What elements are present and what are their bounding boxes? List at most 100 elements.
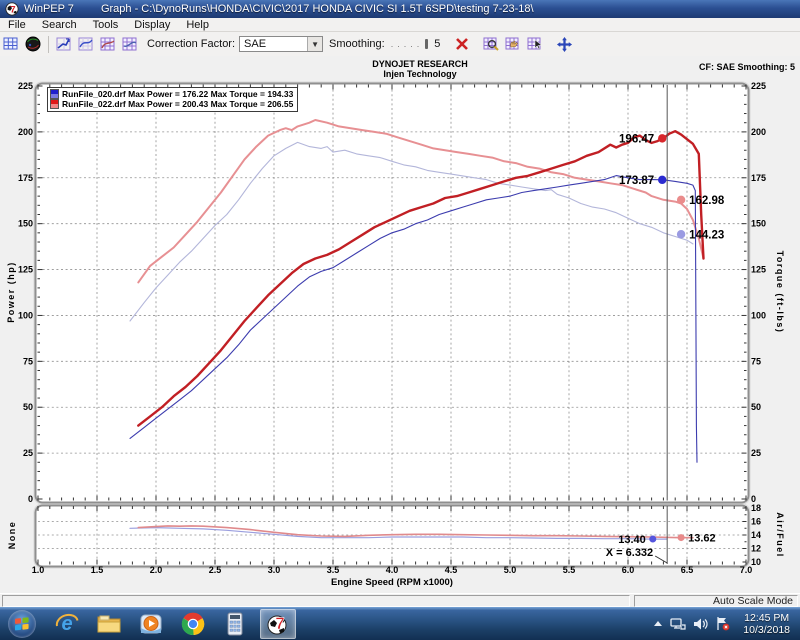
chart-subtitle: Injen Technology — [383, 69, 457, 79]
svg-text:0: 0 — [28, 494, 33, 504]
svg-text:225: 225 — [751, 81, 766, 91]
svg-text:50: 50 — [23, 402, 33, 412]
svg-text:4.5: 4.5 — [445, 565, 458, 575]
svg-text:200: 200 — [751, 127, 766, 137]
svg-text:16: 16 — [751, 517, 761, 527]
legend-text-run020: RunFile_020.drf Max Power = 176.22 Max T… — [62, 89, 294, 99]
internet-explorer-icon[interactable]: e — [50, 610, 84, 638]
zoom-graph-icon[interactable] — [481, 35, 501, 54]
airfuel-axis-label: Air/Fuel — [775, 512, 785, 558]
grid-icon[interactable] — [1, 35, 21, 54]
chart-title: DYNOJET RESEARCH — [372, 59, 468, 69]
svg-text:25: 25 — [23, 448, 33, 458]
network-icon[interactable] — [670, 617, 686, 631]
taskbar-clock[interactable]: 12:45 PM 10/3/2018 — [737, 612, 796, 636]
chart-grid1-icon[interactable] — [98, 35, 118, 54]
menu-help[interactable]: Help — [186, 18, 209, 31]
toolbar: Correction Factor: SAE ▼ Smoothing: ....… — [0, 32, 800, 57]
smoothing-value: 5 — [434, 38, 441, 50]
svg-text:e: e — [61, 613, 72, 635]
chart-legend: RunFile_020.drf Max Power = 176.22 Max T… — [47, 87, 299, 112]
chart-client-area: DYNOJET RESEARCH Injen Technology CF: SA… — [0, 56, 800, 593]
taskbar: e — [0, 607, 800, 640]
svg-text:50: 50 — [751, 402, 761, 412]
correction-factor-dropdown[interactable]: SAE ▼ — [239, 36, 324, 52]
select-graph-icon[interactable] — [525, 35, 545, 54]
chart-trend-icon[interactable] — [54, 35, 74, 54]
chart-grid2-icon[interactable] — [120, 35, 140, 54]
af-series — [129, 525, 694, 540]
speaker-icon[interactable] — [693, 617, 708, 631]
pan-graph-icon[interactable] — [503, 35, 523, 54]
svg-text:18: 18 — [751, 503, 761, 513]
svg-text:3.5: 3.5 — [327, 565, 340, 575]
svg-text:7: 7 — [275, 614, 284, 633]
menu-display[interactable]: Display — [134, 18, 171, 31]
svg-text:14: 14 — [751, 530, 761, 540]
svg-text:144.23: 144.23 — [689, 229, 724, 241]
status-auto-scale-mode: Auto Scale Mode — [634, 595, 798, 607]
tick-marks — [37, 84, 747, 565]
menu-bar: File Search Tools Display Help — [0, 18, 800, 32]
svg-text:3.0: 3.0 — [268, 565, 281, 575]
svg-text:175: 175 — [18, 173, 33, 183]
svg-text:125: 125 — [751, 265, 766, 275]
svg-text:5.5: 5.5 — [563, 565, 576, 575]
main-series — [129, 119, 705, 463]
status-panel-left — [2, 595, 630, 607]
svg-text:75: 75 — [23, 356, 33, 366]
svg-text:2.5: 2.5 — [209, 565, 222, 575]
chrome-icon[interactable] — [176, 610, 210, 638]
menu-search[interactable]: Search — [41, 18, 77, 31]
clock-time: 12:45 PM — [744, 611, 790, 624]
svg-text:1.5: 1.5 — [91, 565, 104, 575]
legend-row-run020: RunFile_020.drf Max Power = 176.22 Max T… — [50, 89, 293, 99]
slider-handle[interactable] — [425, 39, 429, 49]
correction-smoothing-readout: CF: SAE Smoothing: 5 — [699, 62, 795, 72]
svg-text:100: 100 — [18, 310, 33, 320]
svg-text:200: 200 — [18, 127, 33, 137]
legend-swatch-blue — [50, 89, 59, 99]
svg-text:125: 125 — [18, 265, 33, 275]
svg-text:150: 150 — [18, 219, 33, 229]
svg-text:6.5: 6.5 — [681, 565, 694, 575]
move-axes-icon[interactable] — [554, 35, 574, 54]
explorer-folder-icon[interactable] — [92, 610, 126, 638]
toolbar-separator — [48, 35, 49, 53]
app-name: WinPEP 7 — [24, 3, 74, 15]
chevron-down-icon[interactable]: ▼ — [307, 37, 323, 51]
media-player-icon[interactable] — [134, 610, 168, 638]
legend-text-run022: RunFile_022.drf Max Power = 200.43 Max T… — [62, 99, 294, 109]
svg-text:7.0: 7.0 — [740, 565, 753, 575]
svg-text:6.0: 6.0 — [622, 565, 635, 575]
svg-text:75: 75 — [751, 356, 761, 366]
clock-date: 10/3/2018 — [743, 623, 790, 636]
engine-speed-axis-label: Engine Speed (RPM x1000) — [331, 577, 453, 588]
correction-factor-value: SAE — [244, 38, 267, 50]
menu-tools[interactable]: Tools — [92, 18, 119, 31]
svg-text:10: 10 — [751, 557, 761, 567]
winpep-logo-icon: 7 — [5, 2, 19, 16]
lower-frame-halo — [33, 503, 751, 569]
dyno-chart-svg[interactable]: 0 0 25 25 50 50 75 75 100 100 125 125 150 150 175 175 20… — [0, 56, 800, 593]
svg-text:5.0: 5.0 — [504, 565, 517, 575]
menu-file[interactable]: File — [8, 18, 26, 31]
winpep-app-icon[interactable]: 7 — [260, 608, 296, 639]
chart-lines-icon[interactable] — [76, 35, 96, 54]
system-tray: 12:45 PM 10/3/2018 — [653, 607, 796, 640]
start-button[interactable] — [8, 609, 36, 638]
tray-expand-icon[interactable] — [653, 620, 663, 628]
smoothing-slider[interactable]: ..... — [391, 39, 429, 49]
cursor-x-readout: X = 6.332 — [606, 547, 668, 564]
delete-red-x-icon[interactable] — [452, 35, 472, 54]
cursor-value-markers: 196.47 173.87 162.98 144.23 13.40 13.62 — [618, 133, 725, 546]
sphere-icon[interactable] — [23, 35, 43, 54]
svg-text:175: 175 — [751, 173, 766, 183]
calculator-icon[interactable] — [218, 610, 252, 638]
svg-text:4.0: 4.0 — [386, 565, 399, 575]
svg-text:173.87: 173.87 — [619, 175, 654, 187]
correction-factor-label: Correction Factor: — [147, 38, 236, 50]
svg-text:13.40: 13.40 — [618, 534, 646, 546]
action-center-flag-icon[interactable] — [715, 616, 730, 631]
svg-text:7: 7 — [10, 5, 15, 16]
